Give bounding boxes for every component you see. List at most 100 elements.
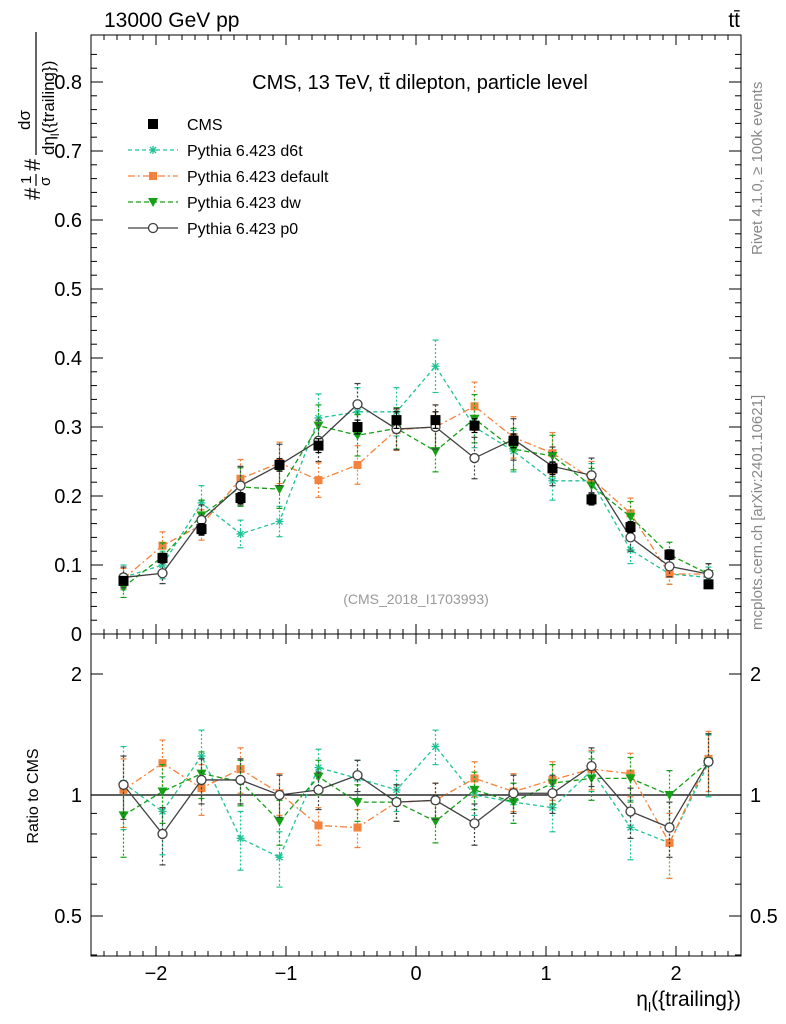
- ratio-point-p0: [118, 779, 129, 790]
- upper-point-CMS: [586, 494, 597, 505]
- upper-panel: CMS, 13 TeV, tt̄ dilepton, particle leve…: [54, 34, 742, 646]
- x-tick-label: −2: [145, 963, 168, 985]
- upper-line-p0: [123, 403, 709, 579]
- ratio-point-d6t: [275, 853, 284, 862]
- ratio-y-tick-label-right: 1: [750, 785, 761, 807]
- ylabel-numerator: dσ: [15, 110, 34, 130]
- ratio-point-p0: [313, 784, 324, 795]
- energy-label: 13000 GeV pp: [104, 9, 239, 32]
- upper-series-d6t: [119, 339, 713, 591]
- x-tick-label: 0: [410, 963, 421, 985]
- upper-point-default: [158, 541, 167, 550]
- ratio-series-d6t: [119, 729, 713, 888]
- ratio-series-p0: [118, 733, 714, 866]
- y-tick-label: 0.7: [54, 141, 82, 163]
- x-tick-label: 1: [540, 963, 551, 985]
- ratio-y-tick-label: 2: [71, 664, 82, 686]
- upper-point-CMS: [547, 463, 558, 474]
- legend-marker-p0: [147, 222, 159, 234]
- ratio-point-p0: [430, 795, 441, 806]
- x-axis-label: ηl({trailing}): [636, 988, 741, 1015]
- ratio-panel: −2 −1 0 1 2 0.5 0.5 1 1 2 2: [54, 633, 778, 985]
- ratio-point-dw: [508, 798, 519, 808]
- ratio-point-default: [470, 774, 479, 783]
- upper-point-p0: [703, 568, 714, 580]
- legend-label-p0: Pythia 6.423 p0: [187, 221, 298, 238]
- legend-item-CMS: CMS: [148, 117, 223, 134]
- upper-point-p0: [664, 561, 675, 572]
- upper-point-default: [353, 460, 362, 469]
- upper-point-CMS: [235, 493, 246, 504]
- ratio-y-tick-label: 0.5: [54, 906, 82, 928]
- upper-point-CMS: [157, 553, 168, 564]
- y-tick-label: 0.4: [54, 348, 82, 370]
- ylabel-denominator: dηl({trailing}): [39, 61, 62, 155]
- upper-point-dw: [625, 512, 636, 522]
- process-label: tt̄: [728, 9, 740, 32]
- ratio-point-dw: [274, 817, 285, 827]
- upper-point-p0: [625, 532, 636, 543]
- ratio-point-default: [314, 821, 323, 830]
- y-tick-label: 0.8: [54, 72, 82, 94]
- y-tick-label: 0.2: [54, 486, 82, 508]
- legend-marker-d6t: [149, 146, 157, 154]
- ylabel-hash-2: #: [20, 158, 45, 171]
- upper-point-p0: [352, 399, 363, 410]
- upper-point-CMS: [274, 459, 285, 470]
- upper-series-CMS: [118, 411, 714, 590]
- upper-line-default: [123, 405, 709, 580]
- ratio-point-d6t: [236, 834, 245, 843]
- upper-point-d6t: [197, 498, 206, 507]
- analysis-watermark: (CMS_2018_I1703993): [343, 591, 489, 607]
- ylabel-one: 1: [18, 176, 35, 184]
- legend-item-d6t: Pythia 6.423 d6t: [128, 143, 303, 160]
- svg-text:#: #: [20, 187, 45, 200]
- ratio-point-p0: [664, 822, 675, 833]
- y-tick-label: 0.3: [54, 417, 82, 439]
- ratio-point-p0: [586, 760, 597, 772]
- ratio-point-p0: [469, 818, 480, 829]
- upper-line-d6t: [123, 365, 709, 579]
- upper-point-dw: [274, 485, 285, 495]
- legend-item-dw: Pythia 6.423 dw: [128, 195, 301, 212]
- ratio-point-dw: [625, 774, 636, 784]
- ratio-point-dw: [196, 769, 207, 779]
- ratio-point-dw: [118, 811, 129, 821]
- legend-marker-CMS: [148, 119, 158, 129]
- upper-point-p0: [586, 470, 597, 481]
- upper-point-p0: [469, 452, 480, 464]
- lower-y-axis-label: Ratio to CMS: [25, 748, 42, 843]
- upper-point-CMS: [625, 522, 636, 533]
- ratio-point-p0: [352, 770, 363, 781]
- ratio-point-p0: [508, 788, 519, 799]
- upper-series-default: [119, 381, 713, 590]
- chart-title: CMS, 13 TeV, tt̄ dilepton, particle leve…: [252, 72, 588, 94]
- legend-item-default: Pythia 6.423 default: [128, 169, 329, 186]
- ratio-y-tick-label: 1: [71, 785, 82, 807]
- upper-series-dw: [118, 393, 714, 599]
- ratio-line-d6t: [123, 745, 710, 859]
- ratio-point-p0: [547, 788, 558, 799]
- ratio-y-tick-label-right: 0.5: [750, 906, 778, 928]
- legend-label-d6t: Pythia 6.423 d6t: [187, 143, 303, 160]
- y-tick-label: 0.5: [54, 279, 82, 301]
- upper-point-p0: [235, 480, 246, 491]
- ratio-line-p0: [122, 761, 710, 836]
- ratio-point-d6t: [626, 823, 635, 832]
- upper-point-default: [470, 402, 479, 411]
- ratio-point-p0: [391, 796, 402, 808]
- y-tick-label: 0.6: [54, 210, 82, 232]
- ratio-series-default: [119, 730, 713, 880]
- ratio-point-dw: [586, 774, 597, 784]
- ratio-point-dw: [157, 787, 168, 797]
- upper-series-p0: [118, 382, 714, 589]
- mcplots-label: mcplots.cern.ch [arXiv:2401.10621]: [749, 395, 766, 630]
- upper-point-CMS: [352, 422, 363, 432]
- ratio-point-default: [353, 823, 362, 832]
- ratio-point-p0: [625, 806, 636, 817]
- legend-item-p0: Pythia 6.423 p0: [128, 221, 298, 238]
- upper-point-CMS: [196, 524, 207, 535]
- legend-label-CMS: CMS: [187, 117, 223, 134]
- legend-marker-default: [149, 172, 157, 180]
- legend-marker-dw: [148, 198, 158, 207]
